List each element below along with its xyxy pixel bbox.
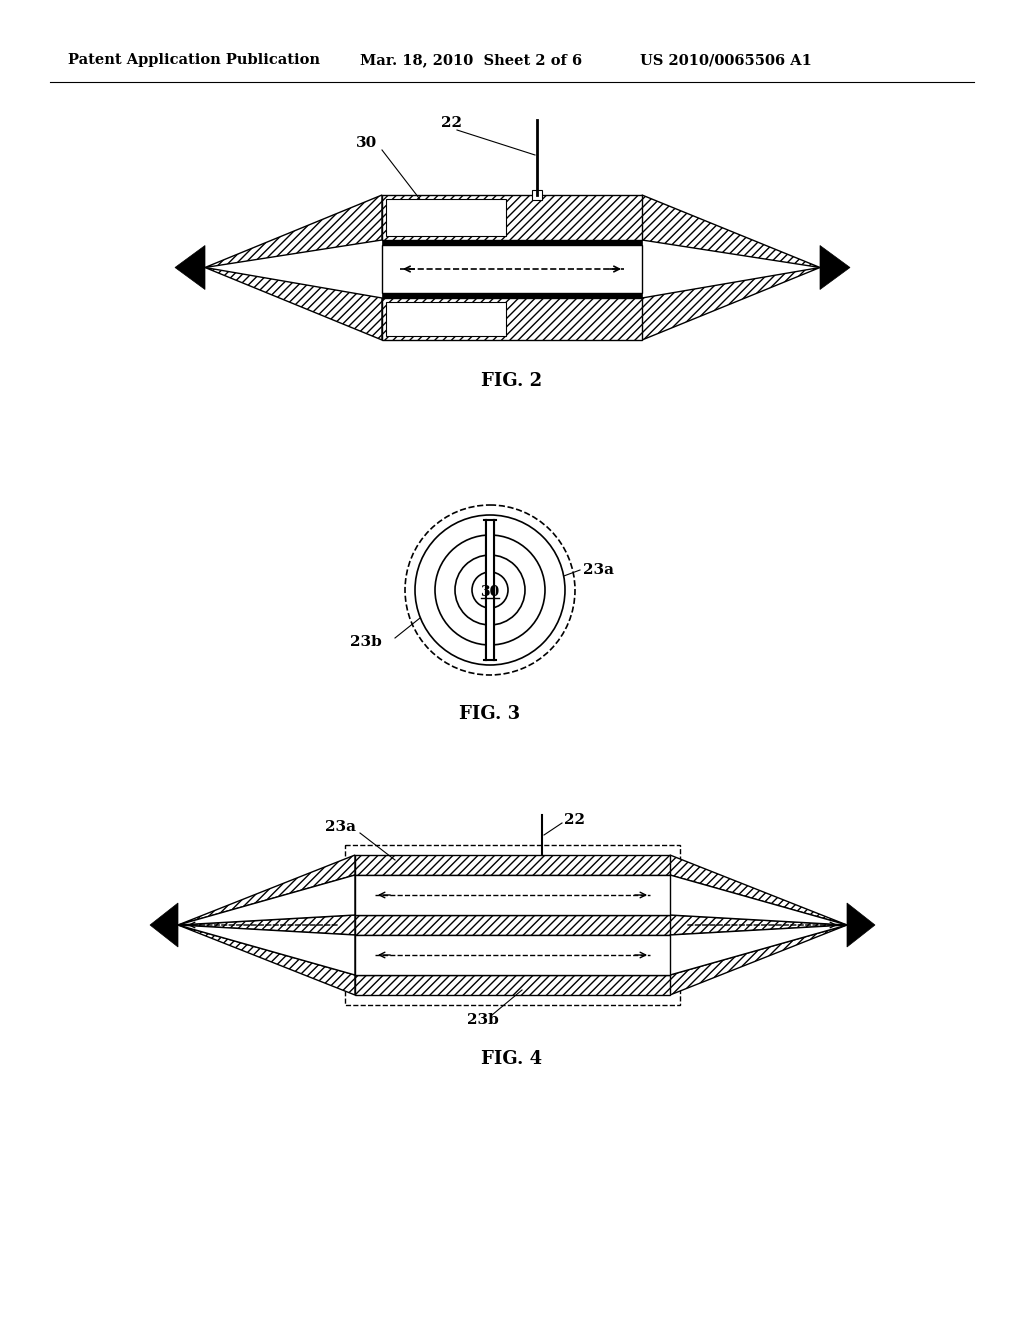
Circle shape	[415, 515, 565, 665]
Polygon shape	[178, 855, 355, 925]
Polygon shape	[670, 915, 847, 935]
Bar	[355, 915, 670, 935]
Bar	[382, 293, 642, 298]
Text: FIG. 4: FIG. 4	[481, 1049, 543, 1068]
Polygon shape	[847, 903, 874, 946]
Bar	[345, 845, 680, 1005]
Bar	[382, 246, 642, 293]
Text: Patent Application Publication: Patent Application Publication	[68, 53, 319, 67]
Text: 23a: 23a	[583, 564, 614, 577]
Polygon shape	[670, 855, 847, 925]
Text: US 2010/0065506 A1: US 2010/0065506 A1	[640, 53, 812, 67]
Bar	[386, 199, 506, 236]
Circle shape	[435, 535, 545, 645]
Polygon shape	[178, 925, 355, 995]
Text: FIG. 3: FIG. 3	[460, 705, 520, 723]
Bar	[382, 195, 642, 240]
Text: 22: 22	[441, 116, 463, 129]
Circle shape	[455, 554, 525, 624]
Polygon shape	[178, 915, 355, 935]
Bar	[486, 520, 494, 660]
Bar	[382, 298, 642, 341]
Bar	[355, 875, 670, 915]
Polygon shape	[670, 925, 847, 995]
Polygon shape	[642, 195, 820, 268]
Text: FIG. 2: FIG. 2	[481, 372, 543, 389]
Bar	[382, 240, 642, 246]
Text: Mar. 18, 2010  Sheet 2 of 6: Mar. 18, 2010 Sheet 2 of 6	[360, 53, 582, 67]
Bar	[355, 935, 670, 975]
Bar	[386, 302, 506, 337]
Bar	[532, 190, 542, 201]
Polygon shape	[820, 246, 850, 289]
Bar	[355, 975, 670, 995]
Text: 23a: 23a	[325, 820, 356, 834]
Text: 22: 22	[564, 813, 585, 828]
Text: 23b: 23b	[467, 1012, 499, 1027]
Text: 23b: 23b	[350, 635, 382, 649]
Polygon shape	[670, 925, 847, 975]
Polygon shape	[205, 195, 382, 268]
Polygon shape	[205, 268, 382, 341]
Bar	[355, 855, 670, 875]
Text: 30: 30	[480, 585, 500, 599]
Text: 30: 30	[356, 136, 378, 150]
Polygon shape	[642, 268, 820, 341]
Polygon shape	[178, 875, 355, 925]
Polygon shape	[670, 875, 847, 925]
Polygon shape	[175, 246, 205, 289]
Circle shape	[472, 572, 508, 609]
Polygon shape	[178, 925, 355, 975]
Polygon shape	[150, 903, 178, 946]
